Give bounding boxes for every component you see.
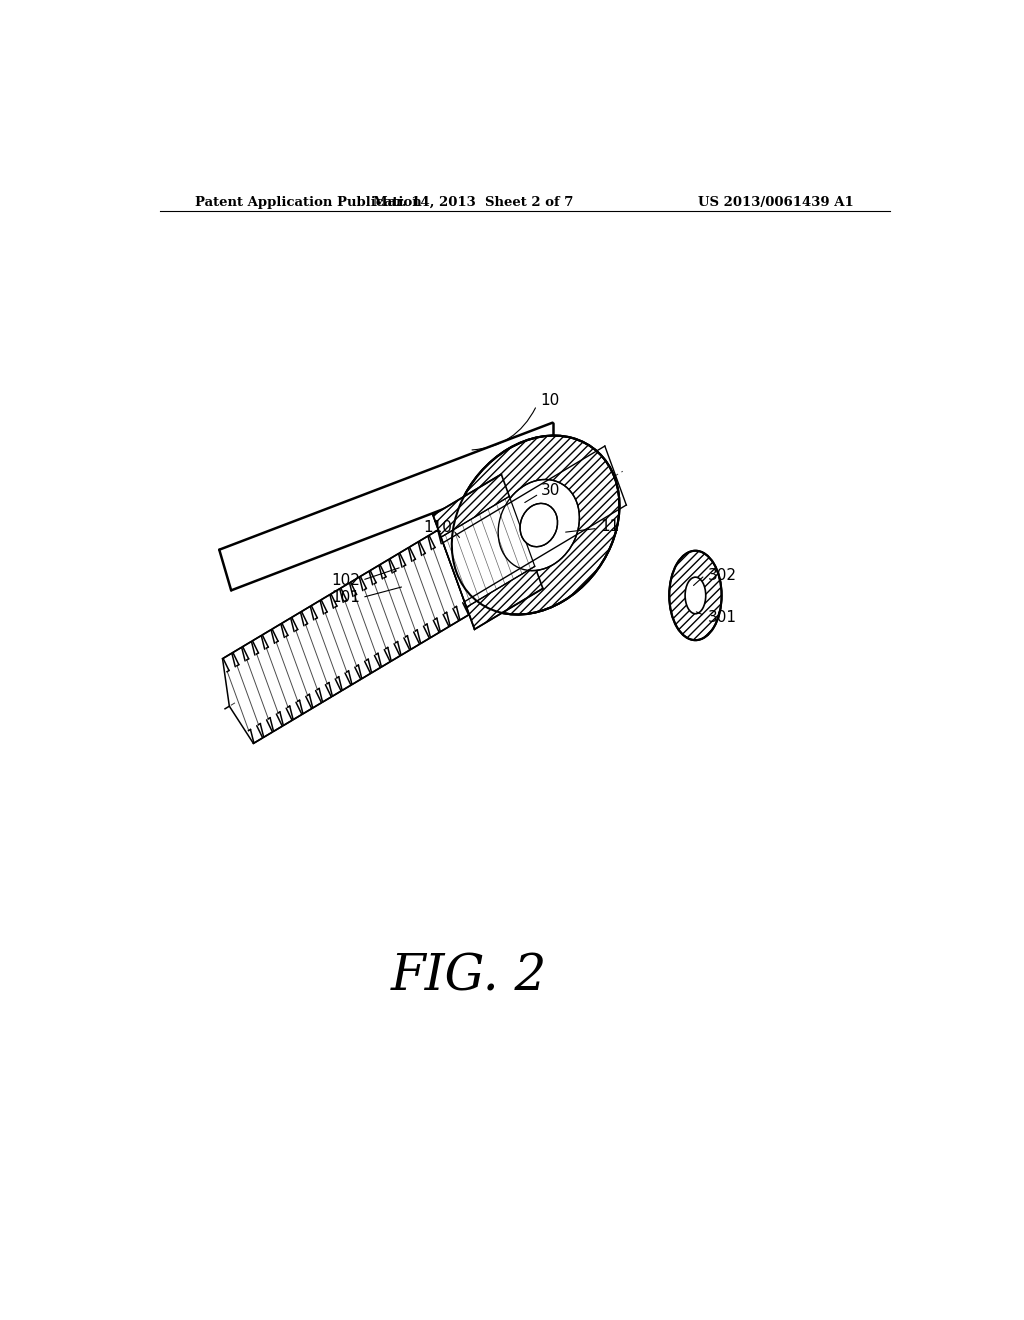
Ellipse shape [670,550,722,640]
Text: 101: 101 [332,590,360,605]
Text: 302: 302 [708,568,736,582]
Polygon shape [222,529,469,744]
Ellipse shape [452,436,620,615]
Text: 11: 11 [600,519,620,533]
Ellipse shape [520,503,557,546]
Text: Patent Application Publication: Patent Application Publication [196,195,422,209]
Text: 110: 110 [423,520,452,535]
Text: Mar. 14, 2013  Sheet 2 of 7: Mar. 14, 2013 Sheet 2 of 7 [373,195,573,209]
Text: 10: 10 [541,393,560,408]
Text: 301: 301 [708,610,736,626]
Ellipse shape [499,479,580,570]
Polygon shape [443,446,627,602]
Text: 102: 102 [332,573,360,587]
Ellipse shape [685,577,706,614]
Polygon shape [441,496,535,607]
Text: FIG. 2: FIG. 2 [391,952,548,1002]
Polygon shape [433,474,543,630]
Text: 30: 30 [541,483,560,498]
Text: US 2013/0061439 A1: US 2013/0061439 A1 [698,195,854,209]
